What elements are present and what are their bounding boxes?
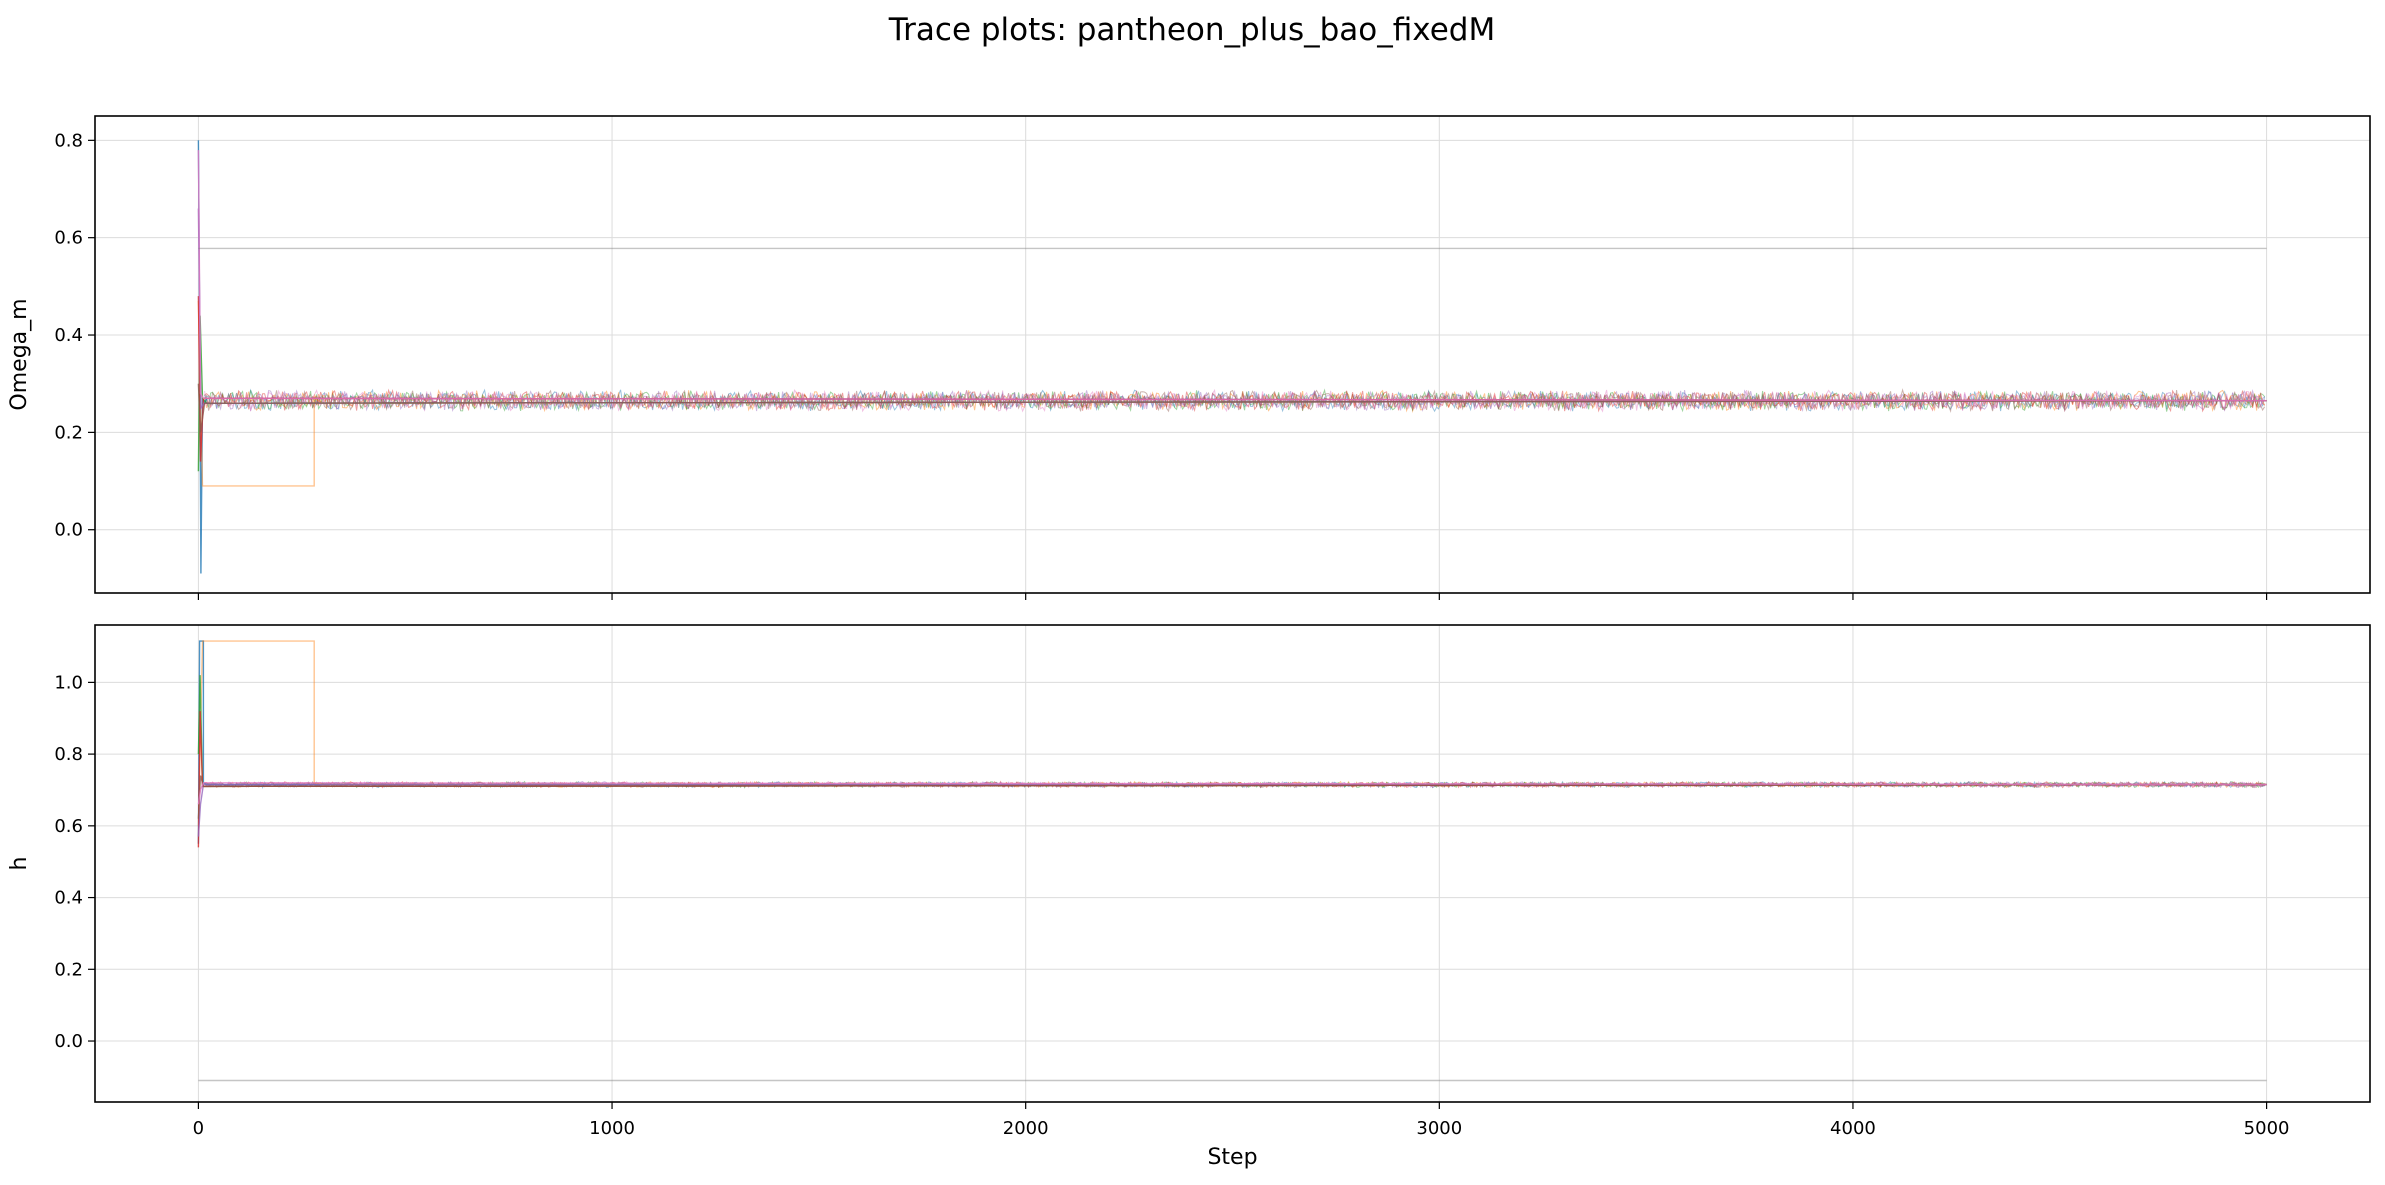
h-y-axis-label: h bbox=[7, 857, 32, 871]
omega-m-panel: 0.0 0.2 0.4 0.6 0.8 Omega_m bbox=[7, 115, 2371, 600]
omega-m-chain-line-7 bbox=[197, 150, 2267, 402]
h-chain-line-5 bbox=[197, 783, 2267, 837]
h-x-ticks: 0 1000 2000 3000 4000 5000 bbox=[193, 1102, 2290, 1139]
h-y-tick-label: 0.8 bbox=[54, 744, 83, 765]
h-gridlines bbox=[95, 625, 2370, 1102]
h-chain-line-4 bbox=[197, 711, 2267, 848]
omega-m-y-axis-label: Omega_m bbox=[7, 298, 32, 410]
omega-m-chain-noise-6 bbox=[204, 388, 2266, 413]
h-y-tick-label: 0.4 bbox=[54, 888, 83, 909]
h-chain-line-1 bbox=[197, 640, 2267, 844]
x-axis-label-step: Step bbox=[1207, 1145, 1257, 1170]
h-y-tick-label: 0.0 bbox=[54, 1031, 83, 1052]
h-x-tick-label: 0 bbox=[193, 1118, 204, 1139]
omega-m-chain-line-6 bbox=[197, 383, 2267, 433]
h-panel: 0 1000 2000 3000 4000 5000 0.0 0.2 0.4 0.6 0.8 1.0… bbox=[7, 624, 2371, 1170]
h-x-tick-label: 3000 bbox=[1416, 1118, 1462, 1139]
h-y-tick-label: 0.6 bbox=[54, 816, 83, 837]
omega-m-y-tick-label: 0.0 bbox=[54, 520, 83, 541]
h-y-tick-label: 1.0 bbox=[54, 672, 83, 693]
omega-m-y-tick-label: 0.4 bbox=[54, 325, 83, 346]
h-x-tick-label: 2000 bbox=[1003, 1118, 1049, 1139]
h-chain-line-7 bbox=[197, 782, 2267, 805]
omega-m-y-tick-label: 0.6 bbox=[54, 228, 83, 249]
figure-title: Trace plots: pantheon_plus_bao_fixedM bbox=[888, 12, 1495, 48]
h-y-ticks: 0.0 0.2 0.4 0.6 0.8 1.0 bbox=[54, 672, 95, 1052]
omega-m-chain-noise-1 bbox=[204, 388, 2266, 413]
omega-m-chain-noise-3 bbox=[204, 388, 2265, 413]
omega-m-trace-lines bbox=[197, 140, 2267, 574]
h-chain-line-2 bbox=[197, 640, 2267, 826]
omega-m-y-tick-label: 0.8 bbox=[54, 130, 83, 151]
h-axes-frame bbox=[94, 624, 2371, 1103]
h-chain-line-3 bbox=[197, 675, 2267, 788]
omega-m-gridlines bbox=[95, 116, 2370, 593]
omega-m-chain-noise-4 bbox=[204, 388, 2265, 413]
h-x-tick-label: 4000 bbox=[1830, 1118, 1876, 1139]
h-x-tick-label: 1000 bbox=[589, 1118, 635, 1139]
omega-m-axes-frame bbox=[94, 115, 2371, 594]
omega-m-y-tick-label: 0.2 bbox=[54, 422, 83, 443]
omega-m-chain-line-5 bbox=[197, 208, 2267, 411]
omega-m-chain-line-1 bbox=[197, 140, 2267, 574]
omega-m-y-ticks: 0.0 0.2 0.4 0.6 0.8 bbox=[54, 130, 95, 541]
omega-m-chain-line-4 bbox=[197, 296, 2267, 462]
omega-m-x-ticks bbox=[197, 593, 2268, 600]
h-y-tick-label: 0.2 bbox=[54, 959, 83, 980]
omega-m-chain-noise-2 bbox=[204, 389, 2266, 413]
h-trace-lines bbox=[197, 640, 2267, 1082]
omega-m-chain-noise-5 bbox=[204, 388, 2265, 413]
h-x-tick-label: 5000 bbox=[2244, 1118, 2290, 1139]
